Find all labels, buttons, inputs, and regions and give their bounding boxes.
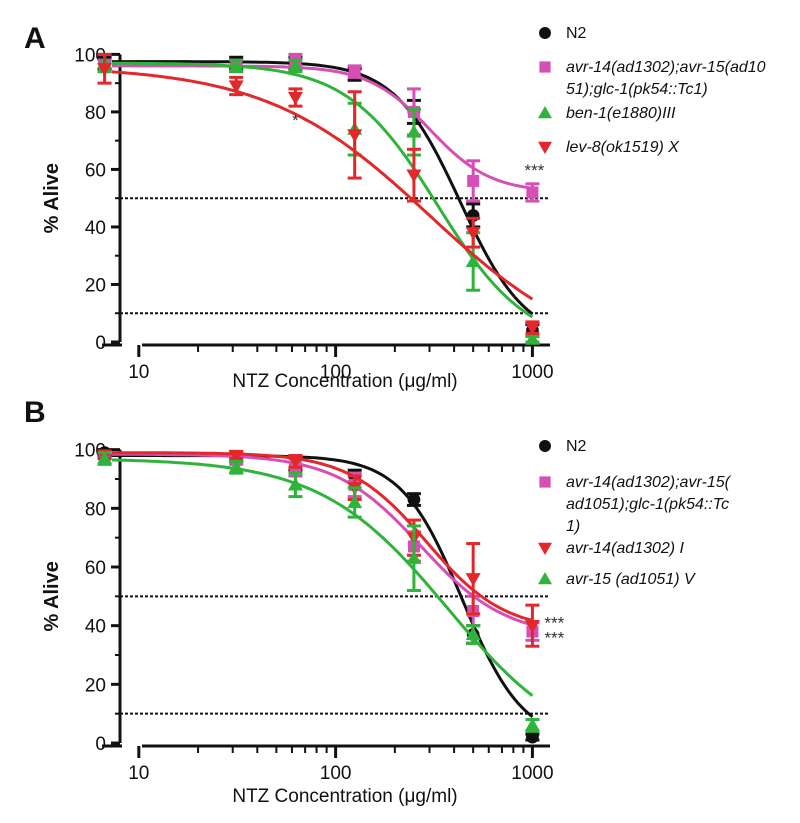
panel-b-fit-curve xyxy=(111,458,534,697)
panel-b-data-point xyxy=(465,626,481,641)
panel-a-legend-marker xyxy=(539,61,551,73)
panel-b-legend: N2 avr-14(ad1302);avr-15( ad1051);glc-1(pk… xyxy=(538,438,732,588)
panel-a-y-tick-label: 0 xyxy=(95,333,106,354)
panel-a-fit-curve xyxy=(111,64,533,190)
panel-b-legend-marker xyxy=(538,542,552,555)
panel-a-legend-label: N2 xyxy=(566,25,587,42)
panel-b-y-tick-label: 60 xyxy=(85,558,106,579)
panel-a-data-point xyxy=(97,63,113,77)
panel-b-x-tick-label: 1000 xyxy=(511,763,553,784)
panel-a-data-point xyxy=(228,58,244,72)
panel-b-data-point xyxy=(526,730,539,744)
panel-b-y-tick-label: 20 xyxy=(85,675,106,696)
panel-b-legend-marker xyxy=(539,476,551,488)
panel-b-data-point xyxy=(347,494,363,509)
panel-a-data-point xyxy=(228,80,244,94)
panel-a-x-tick-label: 1000 xyxy=(511,362,553,383)
panel-b-data-point xyxy=(465,573,481,587)
panel-a-x-axis-title: NTZ Concentration (μg/ml) xyxy=(232,371,457,392)
panel-b-data-point xyxy=(287,477,303,491)
panel-b-data-point xyxy=(407,493,421,506)
panel-a-significance-label: * xyxy=(292,111,299,130)
panel-b-data-point xyxy=(228,459,244,473)
panel-a-fit-curve xyxy=(111,61,534,319)
panel-a-y-tick-label: 60 xyxy=(85,160,106,181)
panel-b-data-point xyxy=(287,455,303,469)
panel-b-data-point xyxy=(406,550,422,564)
panel-b-y-tick-label: 80 xyxy=(85,499,106,520)
panel-a-fit-curve xyxy=(111,70,534,301)
panel-a-x-tick-label: 100 xyxy=(320,362,352,383)
panel-b-legend-label: ad1051);glc-1(pk54::Tc xyxy=(566,496,729,513)
panel-a-series xyxy=(97,52,540,336)
panel-b-fit-curve xyxy=(111,452,533,627)
panel-a-y-tick-label: 80 xyxy=(85,103,106,124)
panel-a-fit-curve xyxy=(111,60,534,316)
panel-a-data-point xyxy=(287,91,303,106)
panel-a-data-point xyxy=(467,174,480,187)
panel-b-x-tick-label: 100 xyxy=(320,763,352,784)
panel-b-letter: B xyxy=(24,396,46,429)
panel-a-y-tick-label: 20 xyxy=(85,275,106,296)
panel-b-legend-label: avr-14(ad1302);avr-15( xyxy=(566,474,732,491)
panel-b-fit-curve xyxy=(111,451,533,622)
panel-a-legend: N2 avr-14(ad1302);avr-15(ad10 51);glc-1(pk… xyxy=(538,25,766,156)
panel-b-significance-label: *** xyxy=(544,614,564,633)
panel-b-legend-label: N2 xyxy=(566,438,587,455)
panel-a-letter: A xyxy=(24,22,46,55)
panel-b-data-point xyxy=(524,620,540,634)
panel-b-series xyxy=(97,450,540,733)
panel-b-y-tick-label: 40 xyxy=(85,617,106,638)
panel-b-significance-label: *** xyxy=(544,628,564,647)
panel-b-y-tick-label: 0 xyxy=(95,734,106,755)
panel-b-y-axis-title: % Alive xyxy=(41,561,63,631)
panel-a-data-point xyxy=(406,169,422,183)
panel-a-data-point xyxy=(347,129,363,143)
panel-b-x-axis-title: NTZ Concentration (μg/ml) xyxy=(232,786,457,807)
panel-a-data-point xyxy=(287,58,303,72)
panel-a-legend-marker xyxy=(539,27,551,39)
panel-a-data-point xyxy=(465,227,481,241)
panel-b-data-point xyxy=(97,450,113,465)
panel-a-y-tick-label: 40 xyxy=(85,218,106,239)
panel-a-data-point xyxy=(524,321,540,336)
panel-a-legend-label: lev-8(ok1519) X xyxy=(566,139,680,156)
panel-b-legend-marker xyxy=(538,572,552,585)
panel-a-y-axis-title: % Alive xyxy=(41,163,63,233)
panel-b-legend-marker xyxy=(539,440,551,452)
panel-b-data-point xyxy=(524,717,540,732)
panel-b-legend-label: avr-15 (ad1051) V xyxy=(566,571,696,588)
panel-b-data-point xyxy=(228,449,244,464)
panel-a-data-point xyxy=(465,253,481,268)
panel-a-legend-label: ben-1(e1880)III xyxy=(566,105,676,122)
panel-a-legend-marker xyxy=(538,141,552,154)
panel-a-significance-label: *** xyxy=(524,161,544,180)
panel-a-legend-marker xyxy=(538,106,552,119)
panel-a-data-point xyxy=(526,186,539,199)
panel-b-x-tick-label: 10 xyxy=(128,763,149,784)
panel-a-legend-label: avr-14(ad1302);avr-15(ad10 xyxy=(566,59,766,76)
panel-a-x-tick-label: 10 xyxy=(128,362,149,383)
panel-b-legend-label: 1) xyxy=(566,518,580,535)
panel-b-legend-label: avr-14(ad1302) I xyxy=(566,540,685,557)
panel-a-data-point xyxy=(348,65,361,78)
panel-a-data-point xyxy=(524,331,540,345)
panel-a-data-point xyxy=(406,124,422,138)
panel-a-legend-label: 51);glc-1(pk54::Tc1) xyxy=(566,81,708,98)
